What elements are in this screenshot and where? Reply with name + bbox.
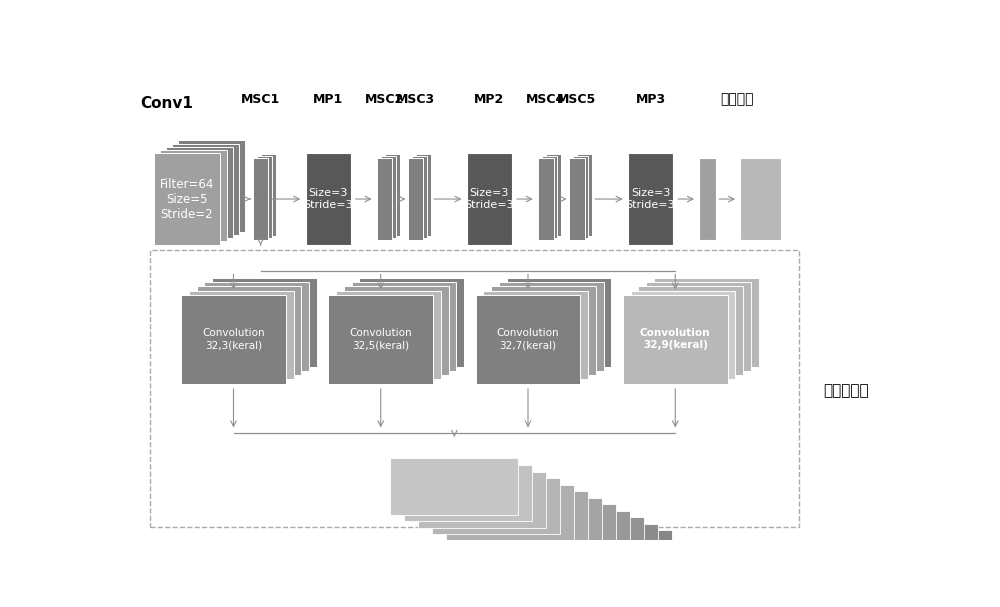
Bar [538,158,554,240]
Text: Size=3
Stride=3: Size=3 Stride=3 [464,188,514,210]
Text: 全连接层: 全连接层 [720,92,754,106]
Bar [544,531,672,586]
Bar [416,154,431,236]
Bar [197,287,301,375]
Bar [306,154,351,245]
Text: 多尺度模块: 多尺度模块 [823,383,869,398]
Text: Size=3
Stride=3: Size=3 Stride=3 [303,188,353,210]
Bar [189,291,294,379]
Bar [499,282,604,371]
Text: Convolution
32,5(keral): Convolution 32,5(keral) [349,328,412,350]
Bar [483,291,588,379]
Text: MP1: MP1 [313,93,343,106]
Text: MSC1: MSC1 [241,93,280,106]
Bar [257,156,272,238]
Bar [628,154,673,245]
Bar [488,504,616,560]
Bar [204,282,309,371]
Bar [638,287,743,375]
Bar [467,154,512,245]
Text: MSC3: MSC3 [396,93,435,106]
Bar [418,472,546,527]
Bar [166,147,233,238]
Bar [502,510,630,567]
Bar [381,156,396,238]
Bar [352,282,456,371]
Bar [530,524,658,580]
Bar [404,465,532,521]
Bar [412,156,427,238]
Bar [476,295,580,384]
Bar [328,295,433,384]
Bar [654,278,759,367]
Bar [181,295,286,384]
Bar [740,158,781,240]
Bar [474,498,602,554]
Bar [154,154,220,245]
Bar [344,287,449,375]
Text: Convolution
32,3(keral): Convolution 32,3(keral) [202,328,265,350]
Bar [172,144,239,235]
Bar [261,154,276,236]
Bar [460,491,588,548]
Bar [516,517,644,574]
Bar [377,158,392,240]
Bar [446,484,574,541]
Text: Convolution
32,7(keral): Convolution 32,7(keral) [497,328,559,350]
Text: Conv1: Conv1 [140,96,193,110]
Bar [212,278,317,367]
Bar [253,158,268,240]
Text: Filter=64
Size=5
Stride=2: Filter=64 Size=5 Stride=2 [160,177,214,220]
Bar [577,154,592,236]
Bar [160,150,227,242]
Text: MP2: MP2 [474,93,504,106]
Bar [432,478,560,534]
Bar [646,282,751,371]
Bar [631,291,735,379]
Bar [178,140,245,231]
Bar [150,251,799,527]
Text: Convolution
32,9(keral): Convolution 32,9(keral) [640,328,710,350]
Bar [408,158,423,240]
Bar [390,458,518,515]
Bar [623,295,728,384]
Text: MP3: MP3 [635,93,666,106]
Text: Size=3
Stride=3: Size=3 Stride=3 [626,188,675,210]
Bar [699,158,716,240]
Bar [491,287,596,375]
Bar [336,291,441,379]
Bar [546,154,561,236]
Bar [569,158,585,240]
Bar [359,278,464,367]
Bar [385,154,400,236]
Text: MSC4: MSC4 [526,93,565,106]
Text: MSC2: MSC2 [365,93,404,106]
Bar [542,156,557,238]
Bar [507,278,611,367]
Bar [573,156,588,238]
Text: MSC5: MSC5 [557,93,596,106]
